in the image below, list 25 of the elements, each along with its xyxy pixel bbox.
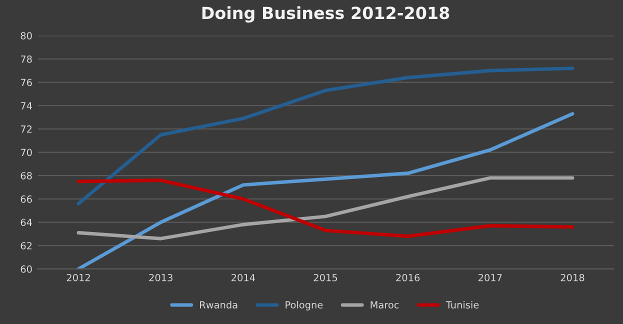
y-tick-label: 80 [20,32,32,40]
y-tick-label: 74 [20,102,32,110]
y-tick-label: 72 [20,125,32,133]
x-tick-label: 2015 [314,274,338,282]
y-tick-label: 64 [20,218,32,226]
legend-label: Maroc [370,301,399,309]
chart-title: Doing Business 2012-2018 [202,6,450,23]
x-tick-label: 2017 [478,274,502,282]
y-tick-label: 78 [20,55,32,63]
y-tick-label: 70 [20,148,32,156]
legend-label: Pologne [286,301,323,310]
y-tick-label: 62 [20,242,32,250]
y-tick-label: 60 [20,265,32,273]
x-tick-label: 2013 [149,274,172,282]
y-tick-label: 66 [20,195,32,203]
x-tick-label: 2012 [66,274,90,282]
x-tick-label: 2016 [396,274,420,282]
line-series [76,112,574,269]
line-series [76,66,574,206]
x-tick-label: 2018 [560,274,584,282]
y-tick-label: 68 [20,172,32,180]
legend-label: Rwanda [200,301,238,309]
x-tick-label: 2014 [232,274,256,282]
legend-label: Tunisie [446,301,479,309]
y-tick-label: 76 [20,78,32,86]
